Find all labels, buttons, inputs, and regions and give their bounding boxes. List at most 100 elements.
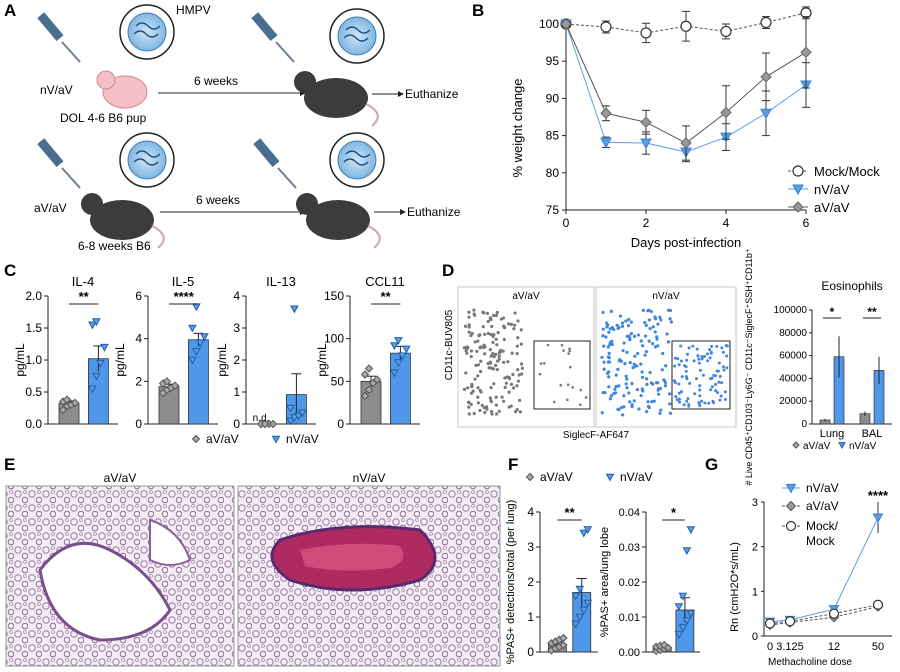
virus-icon bbox=[119, 132, 175, 188]
chart-title: IL-13 bbox=[266, 274, 296, 289]
data-point bbox=[360, 391, 370, 401]
flow-event bbox=[485, 405, 489, 409]
y-tick-label: 0 bbox=[233, 417, 240, 431]
flow-event bbox=[625, 334, 629, 338]
y-tick-label: 4 bbox=[135, 332, 142, 346]
flow-event bbox=[616, 367, 620, 371]
y-tick-label: 3 bbox=[527, 540, 534, 554]
flow-event bbox=[512, 327, 516, 331]
mouse-icon bbox=[294, 71, 379, 127]
data-point bbox=[674, 631, 684, 640]
panel-letter-d: D bbox=[442, 261, 454, 280]
flow-event bbox=[502, 360, 506, 364]
virus-label: HMPV bbox=[176, 3, 211, 17]
flow-event bbox=[471, 389, 475, 393]
flow-event bbox=[647, 308, 651, 312]
data-point bbox=[559, 633, 568, 643]
data-point bbox=[372, 375, 382, 384]
y-tick-label: 2 bbox=[527, 575, 534, 589]
flow-event bbox=[683, 364, 687, 368]
flow-event bbox=[678, 400, 682, 404]
panel-letter-f: F bbox=[508, 455, 518, 474]
flow-event bbox=[517, 373, 521, 377]
flow-event bbox=[645, 409, 649, 414]
gate-box-right bbox=[671, 340, 731, 410]
data-point bbox=[192, 303, 201, 312]
data-point bbox=[560, 18, 572, 30]
x-tick-label: 3.125 bbox=[776, 641, 804, 653]
flow-event bbox=[515, 352, 519, 356]
legend-marker bbox=[191, 434, 201, 444]
flow-event bbox=[697, 357, 701, 361]
data-point bbox=[290, 305, 299, 314]
flow-event bbox=[482, 343, 486, 347]
legend-marker bbox=[271, 435, 281, 444]
legend-label: aV/aV bbox=[806, 499, 839, 513]
data-point bbox=[559, 640, 568, 650]
flow-event bbox=[472, 308, 476, 312]
flow-event bbox=[568, 349, 572, 353]
data-point bbox=[188, 356, 197, 365]
data-point bbox=[96, 359, 105, 368]
y-tick-label: 50 bbox=[331, 374, 345, 388]
significance-marker: ** bbox=[381, 289, 392, 304]
data-point bbox=[394, 359, 403, 368]
flow-event bbox=[658, 315, 662, 319]
data-point bbox=[402, 345, 411, 354]
flow-event bbox=[600, 355, 604, 359]
flow-event bbox=[467, 323, 471, 327]
flow-event bbox=[624, 319, 628, 323]
flow-event bbox=[495, 367, 499, 372]
flow-event bbox=[502, 337, 506, 342]
data-point bbox=[583, 599, 593, 608]
flow-event bbox=[606, 345, 610, 349]
flow-event bbox=[495, 310, 499, 315]
pipette-icon bbox=[253, 138, 297, 189]
flow-event bbox=[466, 386, 470, 390]
flow-event bbox=[489, 354, 493, 358]
flow-event bbox=[489, 366, 493, 370]
flow-event bbox=[492, 313, 496, 318]
panel-letter-c: C bbox=[4, 261, 16, 280]
flow-event bbox=[601, 334, 605, 338]
flow-event bbox=[686, 397, 690, 401]
flow-event bbox=[663, 384, 668, 388]
pipette-icon bbox=[37, 138, 81, 189]
y-tick-label: 2 bbox=[135, 374, 142, 388]
flow-event bbox=[609, 394, 613, 398]
significance-marker: **** bbox=[868, 488, 889, 503]
panel-letter-e: E bbox=[4, 455, 15, 474]
significance-marker: ** bbox=[79, 289, 90, 304]
flow-event bbox=[625, 377, 629, 381]
flow-event bbox=[494, 337, 498, 341]
flow-event bbox=[476, 363, 481, 367]
data-point bbox=[640, 138, 652, 150]
flow-event bbox=[490, 412, 494, 416]
flow-event bbox=[486, 331, 490, 336]
data-point bbox=[390, 342, 399, 351]
flow-event bbox=[519, 328, 523, 332]
flow-event bbox=[655, 337, 659, 341]
legend-label: Mock bbox=[806, 534, 836, 548]
y-axis-label: %PAS+ area/lung lobe bbox=[599, 527, 611, 637]
data-point bbox=[268, 419, 278, 429]
flow-event bbox=[664, 364, 668, 368]
flow-event bbox=[486, 361, 490, 366]
mouse-icon bbox=[296, 193, 381, 249]
panel-letter-g: G bbox=[705, 455, 718, 474]
y-tick-label: 0 bbox=[337, 417, 344, 431]
flow-event bbox=[492, 382, 496, 386]
y-tick-label: 100 bbox=[539, 17, 559, 31]
flow-event bbox=[637, 407, 641, 411]
chart-title: CCL11 bbox=[365, 274, 405, 289]
flow-event bbox=[566, 398, 569, 402]
flow-event bbox=[643, 320, 647, 325]
flow-event bbox=[605, 325, 609, 329]
flow-event bbox=[691, 344, 695, 348]
flow-event bbox=[470, 382, 474, 387]
y-tick-label: 1 bbox=[233, 385, 240, 399]
flow-event bbox=[476, 386, 480, 390]
flow-event bbox=[602, 344, 606, 348]
flow-event bbox=[494, 313, 499, 318]
flow-event bbox=[553, 400, 556, 404]
